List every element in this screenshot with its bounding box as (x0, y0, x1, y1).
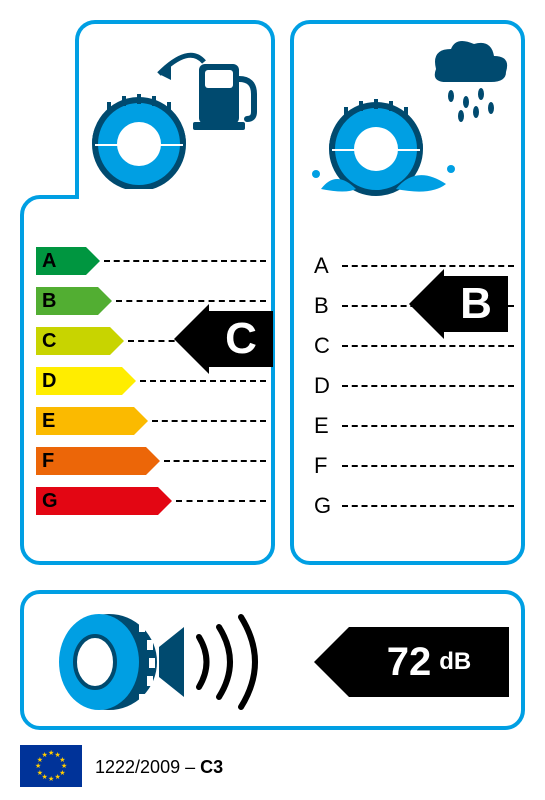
noise-indicator: 72 dB (314, 627, 509, 697)
wet-rating-value: B (460, 279, 492, 329)
noise-value: 72 (387, 640, 432, 685)
regulation-number: 1222/2009 (95, 757, 180, 777)
wet-rating-row-d: D (314, 369, 514, 403)
rain-tire-icon (306, 34, 516, 204)
wet-rating-row-g: G (314, 489, 514, 523)
wet-grip-panel: ABCDEFG B (290, 20, 525, 565)
noise-unit: dB (439, 648, 471, 676)
fuel-rating-row-a: A (36, 244, 266, 278)
tire-sound-icon (39, 602, 299, 722)
wet-rating-row-f: F (314, 449, 514, 483)
noise-panel: 72 dB (20, 590, 525, 730)
wet-rating-row-e: E (314, 409, 514, 443)
fuel-pump-tire-icon (89, 34, 269, 194)
fuel-efficiency-panel: ABCDEFG C (20, 195, 275, 565)
fuel-rating-row-g: G (36, 484, 266, 518)
eu-flag-icon: ★★★★★★★★★★★★ (20, 745, 82, 787)
fuel-rating-indicator: C (174, 304, 273, 374)
fuel-panel-connector (79, 189, 271, 209)
fuel-rating-row-e: E (36, 404, 266, 438)
wet-rating-indicator: B (409, 269, 508, 339)
fuel-rating-row-f: F (36, 444, 266, 478)
fuel-efficiency-header (75, 20, 275, 200)
regulation-text: 1222/2009 – C3 (95, 757, 223, 778)
fuel-rating-value: C (225, 314, 257, 364)
product-class: C3 (200, 757, 223, 777)
